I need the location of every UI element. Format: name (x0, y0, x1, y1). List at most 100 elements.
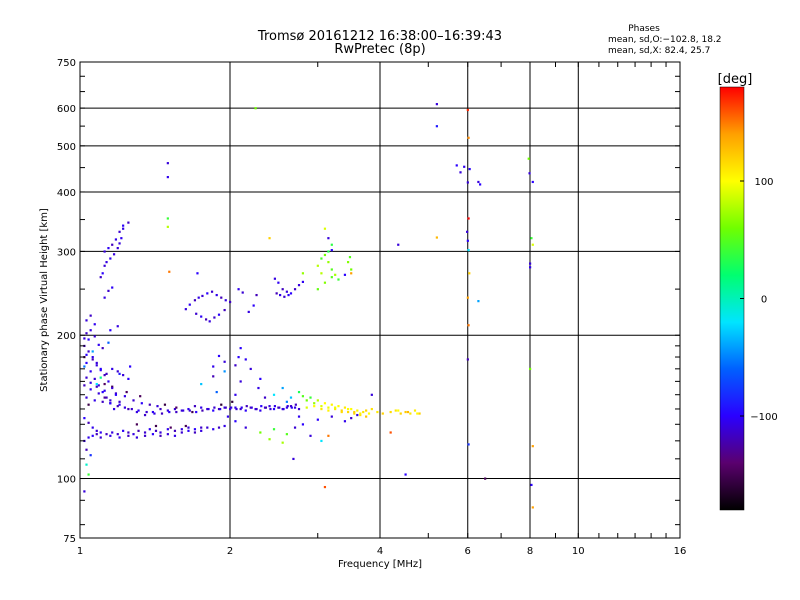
echo-point (224, 299, 227, 302)
x-tick-label: 16 (674, 546, 687, 557)
echo-point (101, 272, 104, 275)
echo-point (279, 293, 282, 297)
echo-point (285, 400, 288, 403)
echo-point (356, 413, 359, 417)
y-axis-ticks: 75 100 200 300 400 500 600 750 (57, 58, 680, 545)
echo-point (153, 412, 156, 415)
echo-point (466, 358, 469, 361)
echo-point (99, 376, 102, 379)
echo-point (370, 393, 373, 396)
echo-point (111, 367, 114, 371)
echo-point (365, 409, 368, 412)
x-tick-label: 1 (77, 546, 83, 557)
echo-point (365, 415, 368, 418)
echo-point (316, 418, 319, 421)
echo-point (323, 485, 327, 489)
echo-point (327, 434, 330, 437)
echo-point (107, 380, 110, 383)
echo-point (116, 433, 119, 436)
echo-point (293, 426, 297, 429)
echo-point (239, 407, 242, 411)
echo-point (91, 350, 94, 353)
echo-point (285, 406, 288, 409)
echo-point (409, 412, 412, 415)
echo-point (220, 296, 223, 299)
echo-point (193, 428, 197, 431)
echo-point (286, 405, 289, 408)
chart-subtitle: RwPretec (8p) (334, 42, 425, 57)
echo-point (166, 428, 169, 431)
echo-point (217, 407, 221, 411)
colorbar-tick-label: −100 (750, 412, 777, 423)
echo-point (127, 407, 130, 411)
echo-point (467, 443, 470, 446)
echo-point (116, 405, 119, 408)
echo-point (484, 477, 487, 480)
echo-point (530, 483, 533, 487)
echo-point (93, 399, 96, 402)
echo-point (169, 426, 172, 429)
echo-point (193, 405, 197, 408)
echo-point (294, 403, 297, 406)
echo-point (127, 377, 130, 381)
echo-point (301, 272, 305, 275)
echo-point (273, 405, 276, 408)
x-tick-label: 8 (527, 546, 533, 557)
echo-point (252, 304, 255, 307)
echo-point (289, 396, 293, 399)
echo-point (173, 407, 177, 411)
echo-point (91, 434, 94, 437)
echo-point (103, 264, 106, 267)
echo-point (234, 393, 237, 396)
echo-point (272, 393, 276, 396)
echo-point (111, 431, 114, 434)
echo-point (118, 400, 121, 403)
echo-point (301, 423, 305, 426)
echo-point (116, 247, 119, 250)
echo-point (122, 374, 125, 377)
echo-point (406, 410, 410, 414)
echo-point (466, 108, 469, 112)
echo-point (132, 399, 135, 402)
echo-point (353, 412, 356, 415)
echo-point (109, 399, 112, 402)
echo-point (114, 393, 118, 396)
echo-point (143, 434, 147, 437)
echo-point (193, 431, 197, 434)
y-tick-label: 200 (57, 331, 76, 342)
echo-point (301, 395, 305, 398)
echo-point (111, 386, 114, 390)
echo-point (281, 288, 284, 291)
echo-point (111, 243, 114, 246)
echo-point (416, 412, 419, 415)
echo-point (293, 288, 297, 291)
echo-point (230, 406, 233, 409)
echo-point (297, 284, 301, 287)
echo-point (137, 409, 140, 412)
echo-point (320, 439, 323, 443)
echo-point (85, 332, 88, 335)
echo-point (226, 415, 230, 418)
echo-point (367, 412, 371, 415)
echo-point (140, 402, 143, 405)
echo-point (348, 256, 352, 259)
echo-point (111, 385, 114, 388)
echo-point (200, 382, 203, 386)
echo-point (175, 410, 178, 414)
echo-point (85, 448, 88, 451)
echo-point (466, 296, 469, 299)
echo-point (151, 433, 155, 436)
echo-point (210, 290, 214, 293)
echo-point (340, 410, 343, 414)
echo-point (208, 320, 211, 323)
echo-point (105, 433, 108, 436)
echo-point (283, 295, 286, 298)
echo-point (168, 410, 171, 414)
echo-point (188, 409, 191, 412)
echo-point (278, 406, 281, 409)
echo-point (97, 384, 100, 387)
echo-point (83, 337, 86, 340)
echo-point (293, 406, 297, 409)
x-axis-ticks: 1 2 4 6 8 10 16 (77, 62, 687, 557)
